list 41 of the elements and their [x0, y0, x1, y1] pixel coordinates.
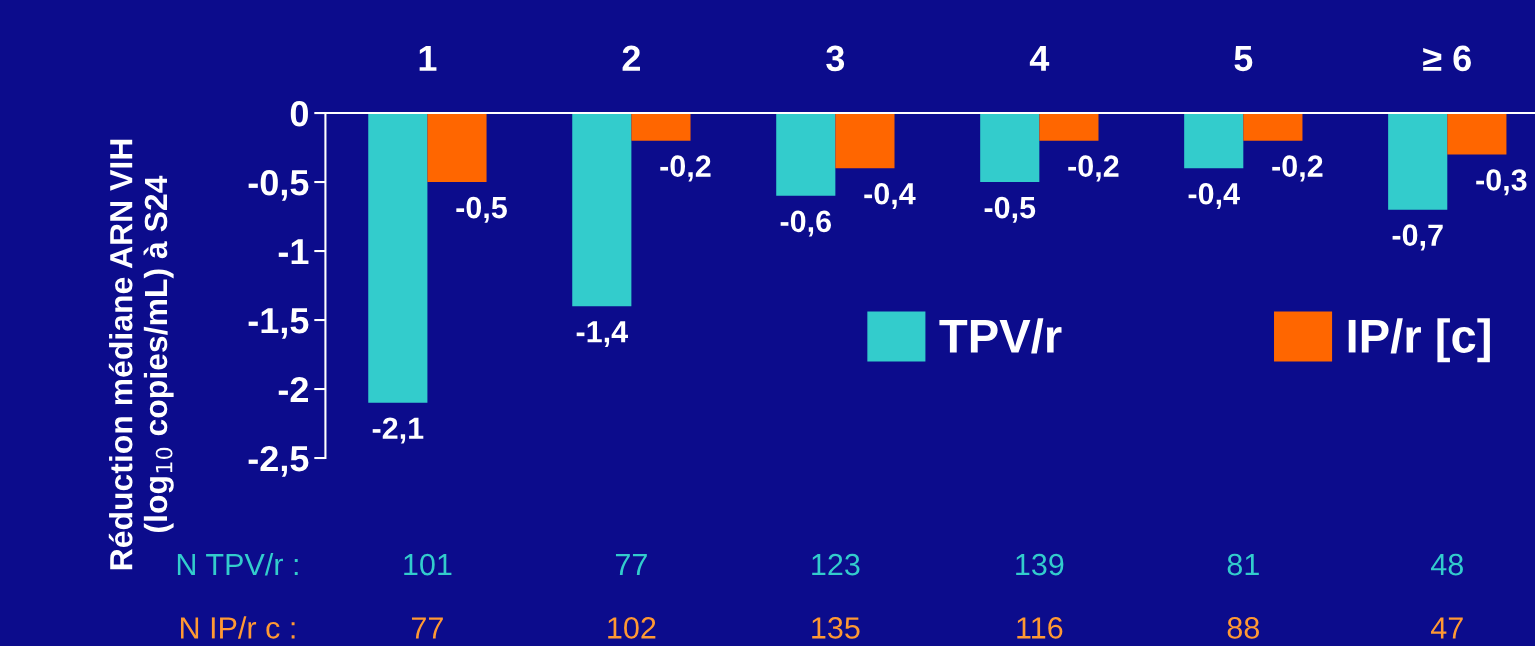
text: 81 [1227, 553, 1259, 576]
text: N IP/r c : [181, 616, 295, 639]
x-tick-label: 4 [1029, 45, 1050, 71]
data-label: -0,7 [1392, 224, 1443, 251]
y-axis-title: Réduction médiane ARN VIH (log$_{10}$ copies/mL) à S24 [108, 139, 174, 570]
y-tick-label: -1,5 [248, 308, 309, 339]
data-label: -0,3 [1476, 169, 1527, 196]
data-label: -0,2 [1068, 155, 1119, 182]
text: 47 [1431, 617, 1463, 639]
data-label: -1,4 [576, 321, 628, 347]
legend-label: IP/r [c] [1348, 318, 1490, 363]
data-label: -0,2 [660, 155, 711, 182]
text: 123 [812, 553, 860, 576]
legend-label: TPV/r [939, 318, 1062, 354]
text: 139 [1016, 553, 1064, 576]
data-label: -0,4 [1188, 182, 1240, 210]
data-label: -0,4 [864, 182, 916, 210]
text: 116 [1017, 617, 1063, 639]
data-label: -2,1 [372, 417, 424, 444]
x-tick-label: 2 [622, 45, 640, 71]
data-label: -0,6 [780, 210, 832, 237]
y-tick-label: -1 [278, 239, 309, 265]
y-tick-label: -2 [278, 376, 308, 403]
text: 77 [615, 554, 647, 576]
text: N TPV/r : [177, 552, 298, 576]
text: 102 [608, 617, 656, 639]
x-tick-label: 1 [419, 45, 437, 71]
y-tick-label: -2,5 [248, 445, 309, 477]
text: 48 [1431, 553, 1463, 576]
x-tick-label: ≥ 6 [1423, 45, 1471, 72]
data-label: -0,2 [1272, 155, 1323, 182]
text: 135 [812, 617, 860, 639]
text: 101 [404, 553, 452, 576]
x-tick-label: 3 [826, 45, 845, 72]
text: 88 [1227, 617, 1259, 639]
text: 77 [411, 617, 443, 639]
y-tick-label: 0 [290, 100, 308, 127]
data-label: -0,5 [456, 196, 507, 223]
data-label: -0,5 [984, 196, 1036, 223]
x-tick-label: 5 [1234, 45, 1253, 72]
y-tick-label: -0,5 [248, 169, 309, 201]
